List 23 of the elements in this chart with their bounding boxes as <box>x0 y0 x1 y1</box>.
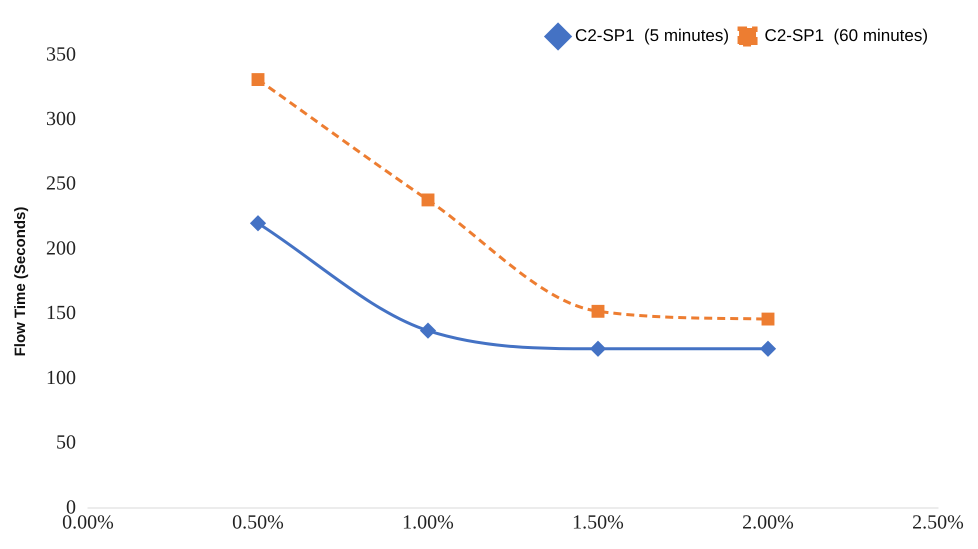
point <box>590 341 606 356</box>
y-tick-label: 100 <box>46 366 76 389</box>
y-tick-label: 250 <box>46 172 76 195</box>
point <box>592 304 604 318</box>
point <box>252 73 264 86</box>
point <box>760 341 776 356</box>
point <box>420 323 436 338</box>
y-tick-label: 150 <box>46 302 76 324</box>
y-axis-title: Flow Time (Seconds) <box>12 206 30 356</box>
x-tick-label: 2.50% <box>912 511 964 534</box>
legend-label: C2-SP1 (60 minutes) <box>764 26 928 46</box>
legend-label: C2-SP1 (5 minutes) <box>575 26 730 46</box>
point <box>422 194 434 206</box>
x-tick-label: 1.00% <box>402 511 454 534</box>
x-tick-label: 1.50% <box>572 511 624 534</box>
x-tick-label: 0.50% <box>232 511 284 534</box>
y-tick-label: 50 <box>56 432 76 454</box>
y-tick-label: 350 <box>46 43 76 66</box>
point <box>762 312 774 326</box>
y-tick-label: 200 <box>46 237 76 260</box>
x-tick-label: 2.00% <box>742 511 794 534</box>
y-tick-label: 300 <box>46 108 76 130</box>
point <box>250 216 266 231</box>
